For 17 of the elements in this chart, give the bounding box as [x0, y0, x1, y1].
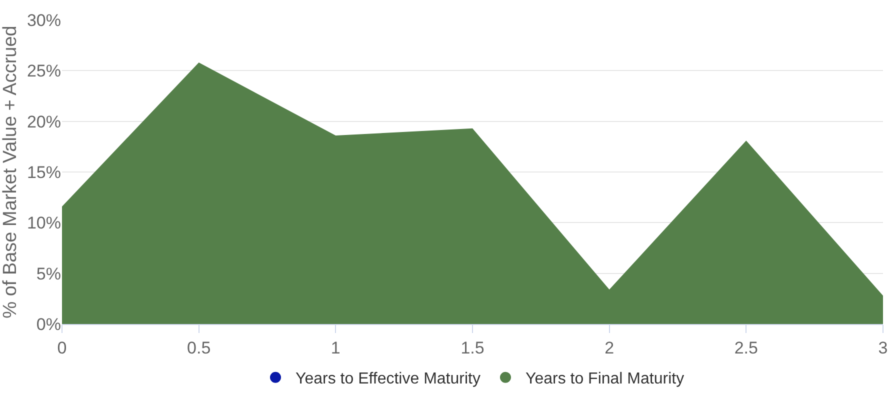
legend-label: Years to Effective Maturity: [296, 370, 480, 388]
y-tick-label: 15%: [26, 162, 61, 182]
x-tick-label: 0.5: [187, 338, 211, 358]
x-tick-label: 2: [604, 338, 614, 358]
x-tick-label: 3: [878, 338, 888, 358]
x-tick-label: 0: [57, 338, 67, 358]
y-tick-label: 20%: [26, 112, 61, 132]
y-axis-title: % of Base Market Value + Accrued: [0, 26, 21, 318]
x-tick-label: 2.5: [734, 338, 758, 358]
y-tick-label: 0%: [36, 314, 61, 334]
y-tick-label: 10%: [26, 214, 61, 233]
y-tick-label: 5%: [36, 264, 61, 284]
y-tick-label: 25%: [26, 62, 61, 81]
y-tick-label: 30%: [26, 10, 61, 30]
legend-label: Years to Final Maturity: [525, 370, 684, 388]
x-tick-label: 1.5: [460, 338, 484, 358]
x-tick-label: 1: [330, 338, 340, 358]
